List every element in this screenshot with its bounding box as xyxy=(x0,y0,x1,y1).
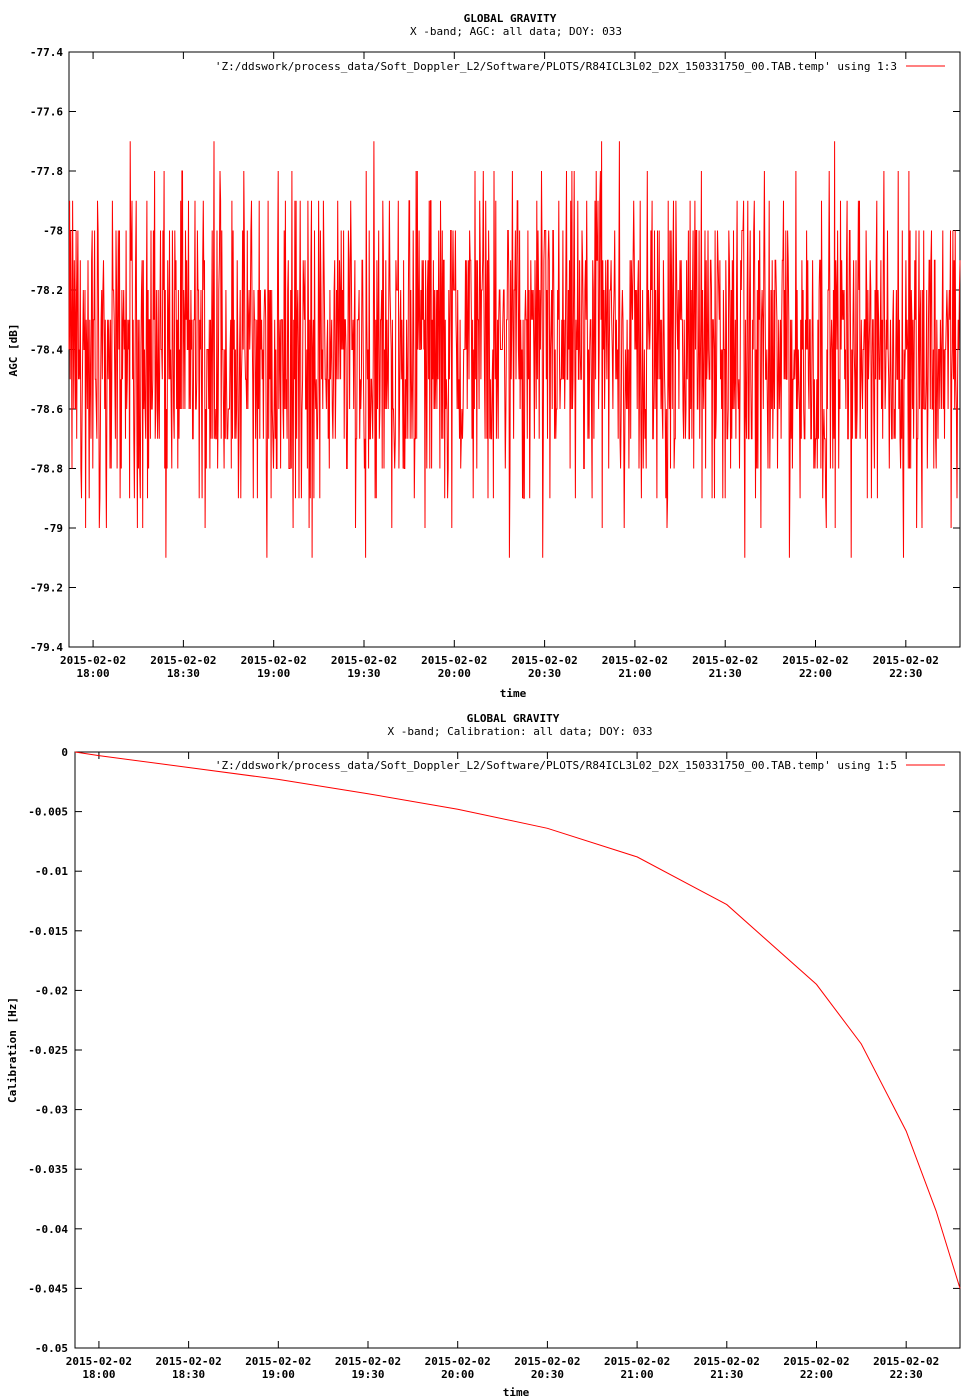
chart-title: GLOBAL GRAVITY xyxy=(464,12,557,25)
x-tick-label: 2015-02-02 xyxy=(873,1355,939,1368)
y-ticks: 0 -0.005 -0.01 -0.015 -0.02 -0.025 -0.03 -0.035… xyxy=(28,746,960,1355)
y-tick-label: 0 xyxy=(61,746,68,759)
x-tick-label: 2015-02-02 xyxy=(335,1355,401,1368)
x-tick-label: 18:00 xyxy=(77,667,110,680)
chart-agc: GLOBAL GRAVITY X -band; AGC: all data; D… xyxy=(7,12,961,700)
y-tick-label: -78.8 xyxy=(30,463,63,476)
y-tick-label: -0.005 xyxy=(28,806,68,819)
y-tick-label: -0.04 xyxy=(35,1223,68,1236)
x-tick-label: 18:00 xyxy=(82,1368,115,1381)
y-tick-label: -77.8 xyxy=(30,165,63,178)
y-tick-label: -0.01 xyxy=(35,865,68,878)
x-tick-label: 22:30 xyxy=(890,1368,923,1381)
x-tick-label: 22:00 xyxy=(800,1368,833,1381)
y-tick-label: -78.2 xyxy=(30,284,63,297)
x-axis-label: time xyxy=(500,687,527,700)
y-axis-label: AGC [dB] xyxy=(7,324,20,377)
chart-subtitle: X -band; Calibration: all data; DOY: 033 xyxy=(388,725,653,738)
y-tick-label: -79 xyxy=(43,522,63,535)
y-ticks: -77.4 -77.6 -77.8 -78 -78.2 -78.4 -78.6 -78.8 -7… xyxy=(30,46,960,654)
x-tick-label: 2015-02-02 xyxy=(425,1355,491,1368)
x-ticks: 2015-02-0218:002015-02-0218:302015-02-02… xyxy=(60,52,939,680)
y-axis-label: Calibration [Hz] xyxy=(6,997,19,1103)
x-tick-label: 22:00 xyxy=(799,667,832,680)
chart-calibration: GLOBAL GRAVITY X -band; Calibration: all… xyxy=(6,712,961,1399)
x-ticks: 2015-02-0218:002015-02-0218:302015-02-02… xyxy=(66,752,939,1381)
x-tick-label: 2015-02-02 xyxy=(783,1355,849,1368)
x-tick-label: 18:30 xyxy=(167,667,200,680)
x-tick-label: 21:30 xyxy=(709,667,742,680)
x-tick-label: 2015-02-02 xyxy=(331,654,397,667)
chart-title: GLOBAL GRAVITY xyxy=(467,712,560,725)
x-tick-label: 2015-02-02 xyxy=(873,654,939,667)
x-tick-label: 2015-02-02 xyxy=(604,1355,670,1368)
x-tick-label: 20:30 xyxy=(531,1368,564,1381)
x-tick-label: 19:30 xyxy=(351,1368,384,1381)
y-tick-label: -0.02 xyxy=(35,984,68,997)
y-tick-label: -0.05 xyxy=(35,1342,68,1355)
x-tick-label: 2015-02-02 xyxy=(692,654,758,667)
y-tick-label: -0.025 xyxy=(28,1044,68,1057)
y-tick-label: -0.035 xyxy=(28,1163,68,1176)
x-tick-label: 2015-02-02 xyxy=(514,1355,580,1368)
y-tick-label: -0.015 xyxy=(28,925,68,938)
plot-frame xyxy=(74,751,961,1349)
y-tick-label: -77.4 xyxy=(30,46,63,59)
chart-subtitle: X -band; AGC: all data; DOY: 033 xyxy=(410,25,622,38)
y-tick-label: -0.045 xyxy=(28,1282,68,1295)
x-tick-label: 2015-02-02 xyxy=(66,1355,132,1368)
y-tick-label: -78.4 xyxy=(30,344,63,357)
y-tick-label: -78.6 xyxy=(30,403,63,416)
x-tick-label: 21:30 xyxy=(710,1368,743,1381)
x-tick-label: 2015-02-02 xyxy=(60,654,126,667)
x-tick-label: 2015-02-02 xyxy=(421,654,487,667)
x-tick-label: 2015-02-02 xyxy=(245,1355,311,1368)
x-tick-label: 20:00 xyxy=(438,667,471,680)
data-series xyxy=(74,751,961,1289)
x-tick-label: 19:00 xyxy=(262,1368,295,1381)
y-tick-label: -79.4 xyxy=(30,641,63,654)
calibration-series-line xyxy=(74,751,961,1289)
x-tick-label: 18:30 xyxy=(172,1368,205,1381)
data-series xyxy=(68,141,961,558)
x-tick-label: 2015-02-02 xyxy=(511,654,577,667)
x-tick-label: 20:30 xyxy=(528,667,561,680)
x-tick-label: 2015-02-02 xyxy=(241,654,307,667)
x-tick-label: 2015-02-02 xyxy=(602,654,668,667)
y-tick-label: -0.03 xyxy=(35,1104,68,1117)
legend-label: 'Z:/ddswork/process_data/Soft_Doppler_L2… xyxy=(215,759,897,772)
x-tick-label: 20:00 xyxy=(441,1368,474,1381)
x-tick-label: 2015-02-02 xyxy=(694,1355,760,1368)
x-tick-label: 21:00 xyxy=(618,667,651,680)
x-axis-label: time xyxy=(503,1386,530,1399)
y-tick-label: -79.2 xyxy=(30,582,63,595)
x-tick-label: 2015-02-02 xyxy=(150,654,216,667)
agc-series-line xyxy=(68,141,961,558)
legend-label: 'Z:/ddswork/process_data/Soft_Doppler_L2… xyxy=(215,60,897,73)
x-tick-label: 22:30 xyxy=(889,667,922,680)
x-tick-label: 19:30 xyxy=(347,667,380,680)
x-tick-label: 19:00 xyxy=(257,667,290,680)
y-tick-label: -77.6 xyxy=(30,106,63,119)
x-tick-label: 2015-02-02 xyxy=(782,654,848,667)
x-tick-label: 2015-02-02 xyxy=(155,1355,221,1368)
x-tick-label: 21:00 xyxy=(621,1368,654,1381)
y-tick-label: -78 xyxy=(43,225,63,238)
